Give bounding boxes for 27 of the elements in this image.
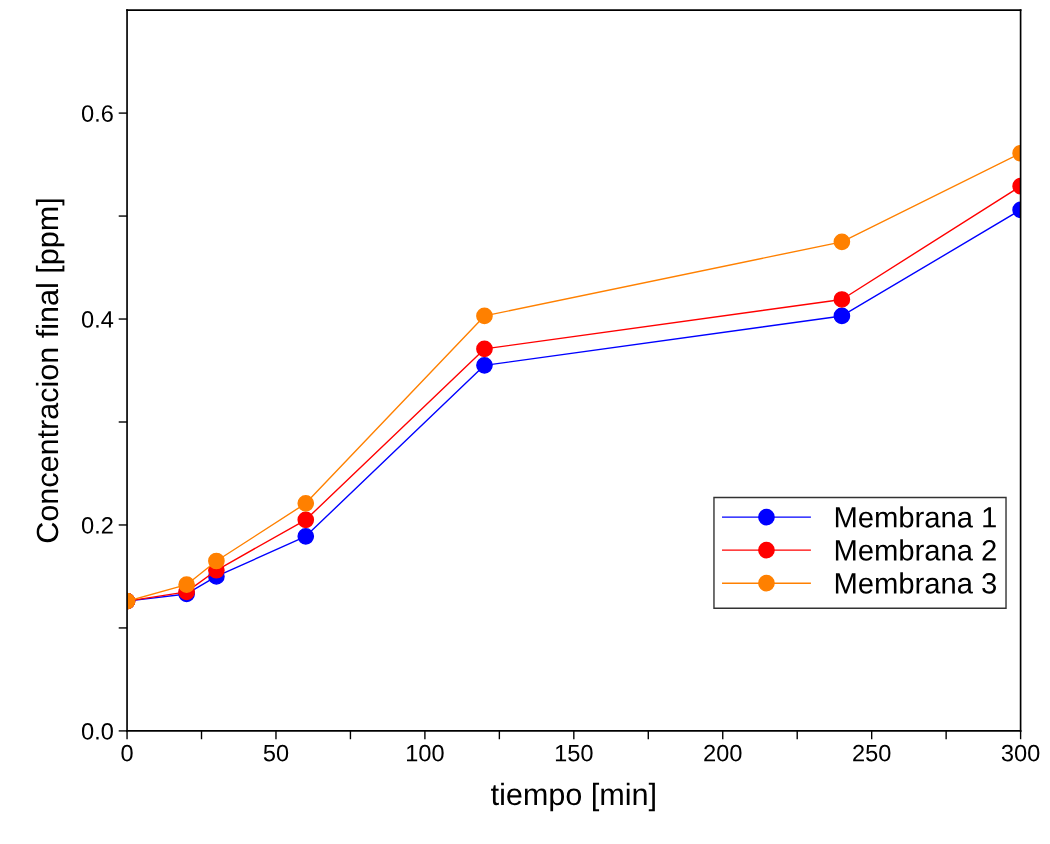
- point: [476, 340, 493, 358]
- legend-label: Membrana 2: [835, 539, 996, 561]
- point: [297, 511, 315, 529]
- point: [178, 576, 195, 594]
- x-tick-label: 50: [263, 744, 289, 762]
- x-tick-label: 200: [704, 744, 742, 762]
- y-axis-title: Concentracion final [ppm]: [35, 199, 65, 543]
- point: [833, 291, 851, 308]
- point: [297, 495, 315, 512]
- point: [833, 233, 851, 251]
- point: [833, 307, 851, 325]
- x-tick-label: 300: [1001, 744, 1040, 762]
- legend-label: Membrana 1: [835, 506, 996, 528]
- point: [208, 552, 225, 570]
- x-tick-label: 0: [121, 744, 133, 762]
- x-tick-label: 150: [555, 744, 593, 762]
- point: [476, 357, 493, 374]
- x-tick-label: 250: [853, 744, 891, 762]
- x-axis-title: tiempo [min]: [491, 782, 655, 812]
- y-tick-label: 0.2: [81, 517, 113, 534]
- x-tick-label: 100: [407, 744, 444, 762]
- legend-label: Membrana 3: [835, 572, 996, 594]
- point: [297, 527, 315, 545]
- point: [476, 307, 493, 325]
- y-tick-label: 0.6: [81, 105, 113, 122]
- y-tick-label: 0.4: [81, 311, 114, 328]
- y-tick-label: 0.0: [81, 722, 113, 740]
